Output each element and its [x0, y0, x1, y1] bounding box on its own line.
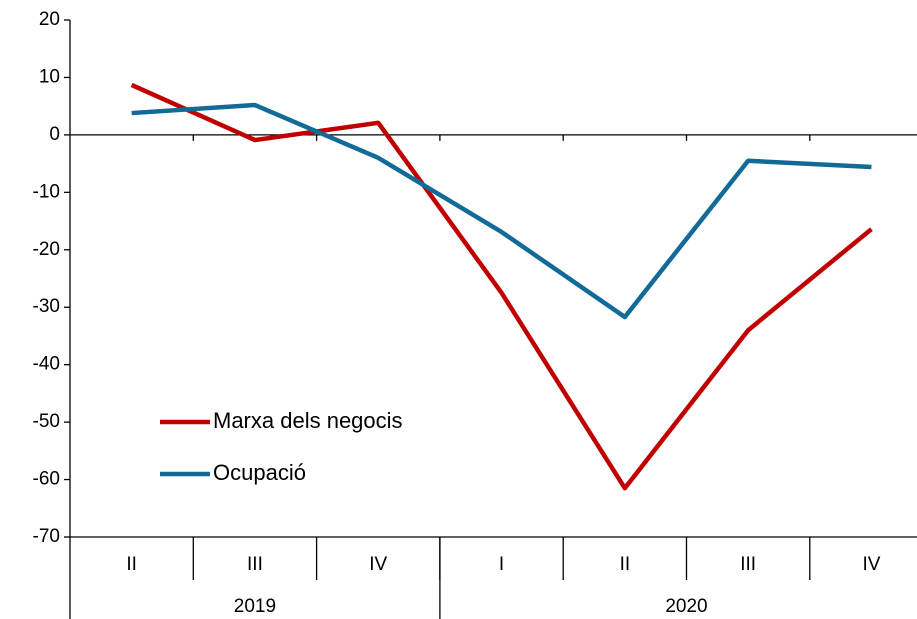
x-tick-label: II: [126, 554, 137, 575]
y-tick-label: -10: [33, 181, 60, 202]
y-tick-label: -60: [33, 469, 60, 490]
y-tick-label: 0: [49, 124, 60, 145]
x-tick-label: IV: [369, 554, 387, 575]
series-line: [131, 102, 872, 320]
y-tick-label: -50: [33, 411, 60, 432]
legend-label: Marxa dels negocis: [213, 408, 403, 433]
x-tick-label: III: [247, 554, 263, 575]
y-tick-label: -70: [33, 526, 60, 547]
x-tick-label: IV: [862, 554, 880, 575]
y-tick-label: 10: [39, 66, 60, 87]
x-tick-label: III: [740, 554, 756, 575]
series-line: [130, 82, 873, 491]
group-label: 2020: [665, 596, 707, 617]
y-tick-label: -20: [33, 239, 60, 260]
group-label: 2019: [234, 596, 276, 617]
x-tick-label: I: [499, 554, 504, 575]
y-tick-label: 20: [39, 9, 60, 30]
x-tick-label: II: [620, 554, 631, 575]
legend-label: Ocupació: [213, 460, 306, 485]
y-tick-label: -30: [33, 296, 60, 317]
y-tick-label: -40: [33, 354, 60, 375]
